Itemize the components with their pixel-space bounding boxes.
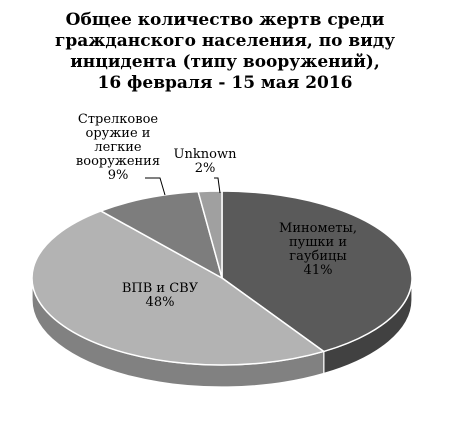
title-line: Общее количество жертв среди bbox=[65, 10, 385, 30]
slice-label: легкие bbox=[94, 140, 142, 155]
slice-percent-label: 2% bbox=[195, 161, 216, 176]
slice-percent-label: 9% bbox=[108, 168, 129, 183]
pie-slice bbox=[197, 190, 223, 279]
slice-label: Unknown bbox=[174, 147, 238, 162]
pie-slice bbox=[31, 210, 326, 366]
pie-slice bbox=[221, 190, 413, 353]
chart-title: Общее количество жертв среди гражданског… bbox=[0, 10, 450, 94]
slice-percent-label: 48% bbox=[146, 295, 175, 310]
title-line: инцидента (типу вооружений), bbox=[70, 52, 380, 72]
pie-slices bbox=[31, 190, 413, 366]
slice-label: оружие и bbox=[86, 126, 151, 141]
slice-label: гаубицы bbox=[289, 249, 346, 264]
title-line: 16 февраля - 15 мая 2016 bbox=[97, 73, 353, 93]
slice-label: Минометы, bbox=[279, 221, 357, 236]
title-line: гражданского населения, по виду bbox=[54, 31, 396, 51]
slice-percent-label: 41% bbox=[304, 263, 333, 278]
pie-slice bbox=[99, 190, 224, 280]
slice-label: пушки и bbox=[289, 235, 347, 250]
slice-label: ВПВ и СВУ bbox=[122, 281, 199, 296]
slice-label: Стрелковое bbox=[78, 112, 159, 127]
leader-line bbox=[214, 177, 221, 194]
leader-line bbox=[145, 177, 166, 196]
slice-label: вооружения bbox=[76, 154, 160, 169]
